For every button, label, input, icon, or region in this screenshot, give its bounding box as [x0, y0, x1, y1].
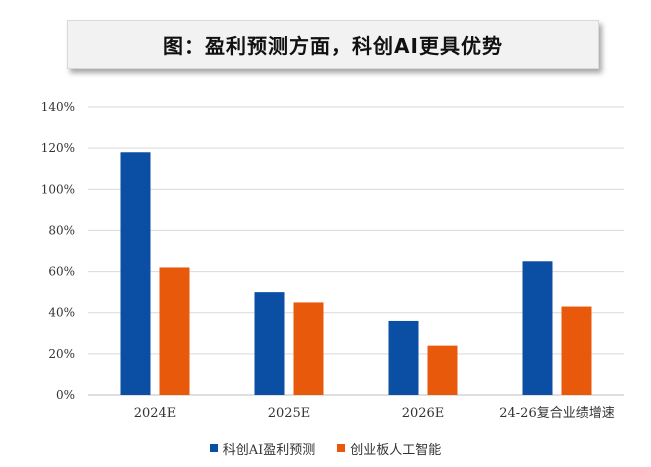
x-axis-labels: 2024E 2025E 2026E 24-26复合业绩增速 — [134, 406, 615, 421]
x-tick-label: 24-26复合业绩增速 — [499, 406, 614, 421]
chart-title: 图：盈利预测方面，科创AI更具优势 — [67, 20, 599, 69]
bar-series-2-1 — [159, 267, 190, 395]
y-tick-label: 40% — [48, 306, 75, 320]
legend-label-series-2: 创业板人工智能 — [350, 442, 442, 458]
x-tick-label: 2025E — [268, 406, 311, 421]
bar-series-1-2 — [254, 292, 285, 395]
bar-series-2-3 — [427, 345, 458, 395]
legend-swatch-series-2 — [337, 444, 346, 452]
legend-item-series-1: 科创AI盈利预测 — [209, 439, 316, 458]
bar-series-2-2 — [293, 302, 324, 395]
x-tick-label: 2026E — [402, 406, 445, 421]
bar-series-2-4 — [561, 306, 592, 395]
bar-series-1-3 — [388, 320, 419, 395]
y-tick-label: 0% — [56, 388, 75, 402]
bar-series-1-4 — [522, 261, 553, 395]
y-tick-label: 20% — [48, 347, 75, 361]
legend-swatch-series-1 — [209, 444, 218, 452]
y-tick-label: 140% — [41, 100, 75, 114]
y-tick-label: 60% — [48, 265, 75, 279]
legend: 科创AI盈利预测 创业板人工智能 — [0, 438, 651, 458]
y-tick-label: 80% — [48, 223, 75, 237]
bar-series-1-1 — [120, 152, 151, 395]
y-tick-label: 100% — [41, 182, 75, 196]
bars — [120, 152, 592, 395]
x-tick-label: 2024E — [134, 406, 177, 421]
y-tick-label: 120% — [41, 141, 75, 155]
legend-label-series-1: 科创AI盈利预测 — [222, 442, 316, 458]
legend-item-series-2: 创业板人工智能 — [337, 439, 441, 458]
y-axis-ticks: 0% 20% 40% 60% 80% 100% 120% 140% — [41, 100, 75, 402]
